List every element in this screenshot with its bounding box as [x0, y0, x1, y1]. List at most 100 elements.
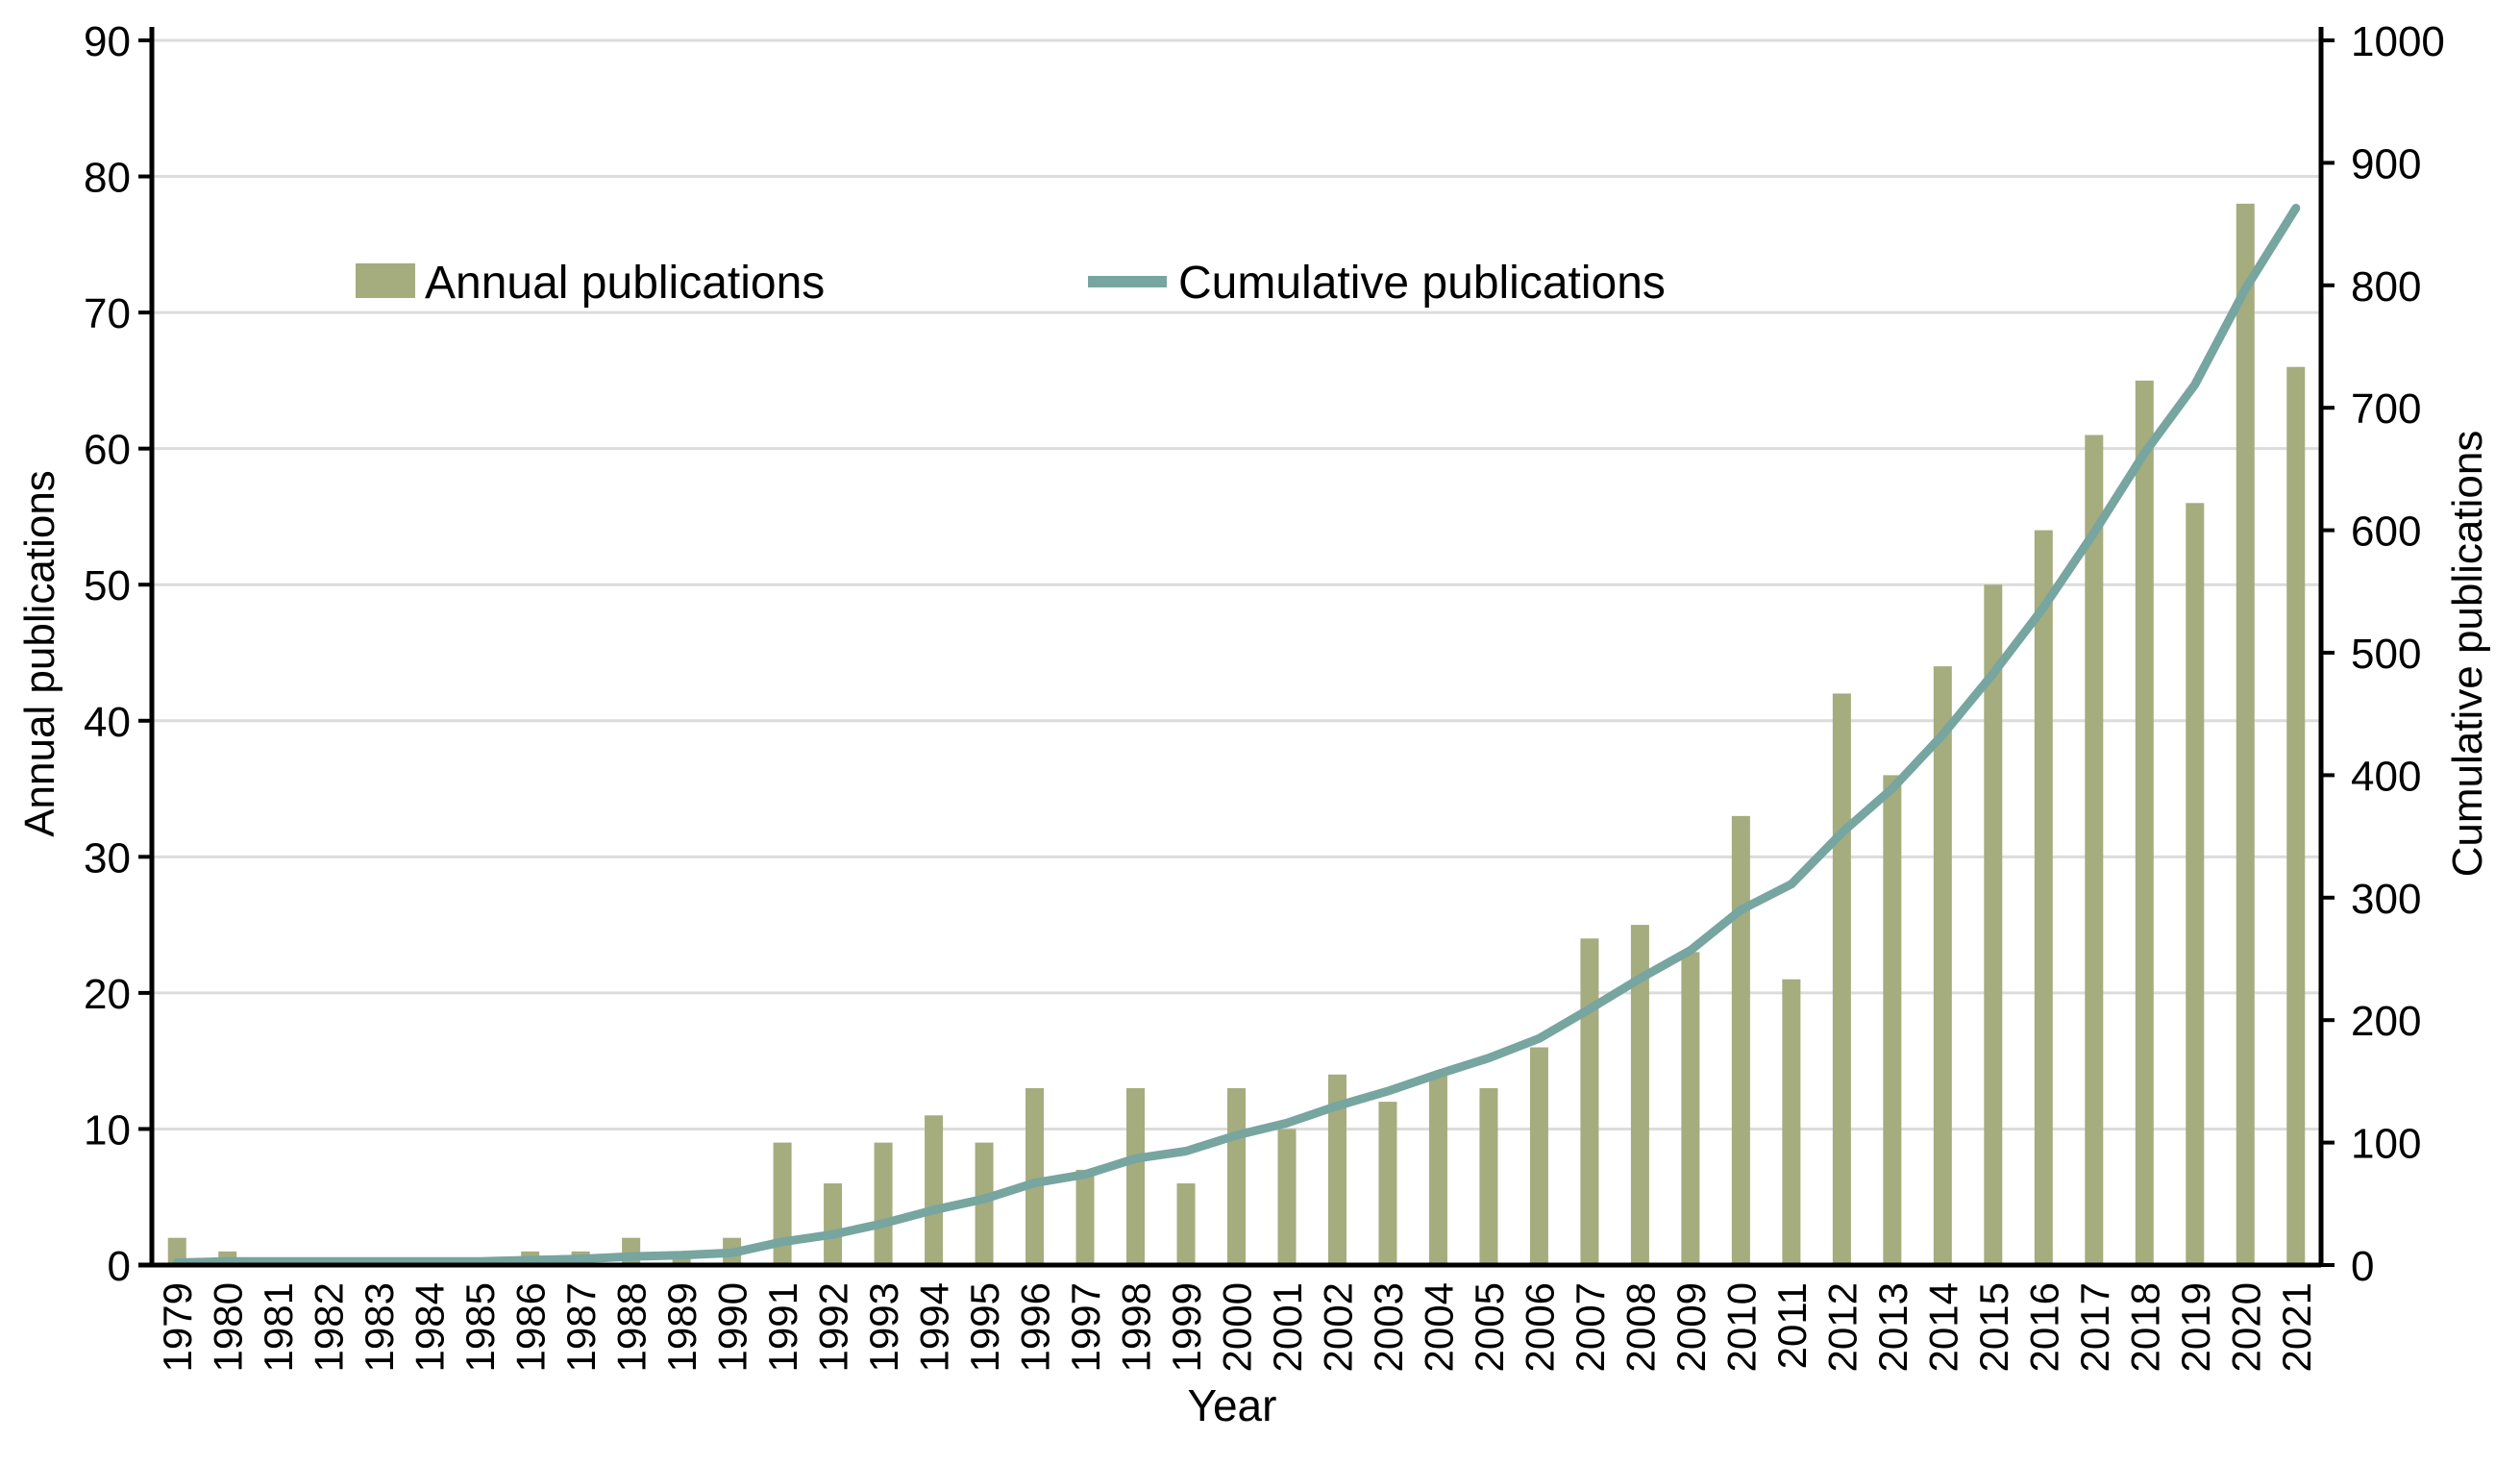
bar-2004 — [1428, 1074, 1447, 1265]
x-tick-label-2006: 2006 — [1517, 1282, 1562, 1372]
cumulative-publications-line — [172, 204, 2301, 1267]
x-tick-label-2019: 2019 — [2173, 1282, 2218, 1372]
bar-2003 — [1378, 1102, 1397, 1265]
bar-1995 — [975, 1142, 994, 1265]
left-tick-label-80: 80 — [84, 155, 131, 202]
x-tick-label-2016: 2016 — [2021, 1282, 2066, 1372]
bar-1999 — [1176, 1183, 1196, 1265]
right-axis-title: Cumulative publications — [2444, 431, 2491, 878]
right-tick-label-500: 500 — [2351, 631, 2421, 678]
x-tick-label-1992: 1992 — [811, 1282, 856, 1372]
x-axis-title: Year — [1188, 1380, 1277, 1430]
x-tick-label-2015: 2015 — [1971, 1282, 2016, 1372]
x-tick-label-2012: 2012 — [1819, 1282, 1865, 1372]
x-tick-label-1981: 1981 — [256, 1282, 301, 1372]
left-tick-label-70: 70 — [84, 290, 131, 337]
bar-2002 — [1327, 1074, 1346, 1265]
bar-2012 — [1832, 693, 1851, 1265]
bar-2001 — [1277, 1129, 1297, 1265]
right-tick-label-1000: 1000 — [2351, 18, 2445, 65]
x-tick-label-1988: 1988 — [609, 1282, 655, 1372]
bar-2007 — [1580, 938, 1599, 1265]
left-tick-label-50: 50 — [84, 562, 131, 609]
bar-2013 — [1883, 775, 1902, 1265]
bar-2020 — [2236, 203, 2255, 1265]
right-tick-label-400: 400 — [2351, 753, 2421, 800]
x-tick-label-1983: 1983 — [357, 1282, 402, 1372]
x-tick-label-2017: 2017 — [2072, 1282, 2117, 1372]
x-tick-label-2011: 2011 — [1769, 1282, 1815, 1369]
left-tick-label-30: 30 — [84, 834, 131, 881]
bar-2018 — [2135, 380, 2154, 1265]
right-tick-label-700: 700 — [2351, 385, 2421, 433]
x-tick-label-2001: 2001 — [1265, 1282, 1310, 1372]
right-tick-label-600: 600 — [2351, 509, 2421, 556]
x-tick-label-1982: 1982 — [307, 1282, 352, 1372]
left-axis-title: Annual publications — [16, 470, 63, 837]
bar-2016 — [2034, 530, 2053, 1265]
bar-1992 — [824, 1183, 843, 1265]
bar-2005 — [1479, 1087, 1498, 1265]
bar-2008 — [1630, 925, 1649, 1265]
left-tick-label-10: 10 — [84, 1106, 131, 1154]
x-tick-label-2000: 2000 — [1215, 1282, 1260, 1372]
bar-2019 — [2186, 503, 2205, 1265]
axes-layer — [138, 27, 2335, 1268]
bar-2000 — [1227, 1087, 1246, 1265]
x-tick-label-1995: 1995 — [962, 1282, 1007, 1372]
bar-2006 — [1529, 1047, 1548, 1265]
left-tick-label-40: 40 — [84, 699, 131, 746]
x-tick-label-1998: 1998 — [1114, 1282, 1159, 1372]
left-tick-label-90: 90 — [84, 18, 131, 65]
bar-2017 — [2085, 435, 2104, 1265]
x-tick-label-1997: 1997 — [1063, 1282, 1108, 1372]
bar-1994 — [925, 1115, 944, 1265]
right-tick-label-100: 100 — [2351, 1121, 2421, 1168]
bar-2011 — [1782, 979, 1801, 1265]
cumulative-line-layer — [172, 204, 2301, 1267]
right-tick-label-800: 800 — [2351, 263, 2421, 310]
x-tick-label-2018: 2018 — [2122, 1282, 2167, 1372]
right-tick-label-0: 0 — [2351, 1243, 2374, 1290]
x-tick-label-1984: 1984 — [408, 1282, 453, 1372]
right-tick-label-900: 900 — [2351, 140, 2421, 187]
x-tick-label-2020: 2020 — [2223, 1282, 2268, 1372]
bar-1991 — [773, 1142, 792, 1265]
x-tick-label-2007: 2007 — [1568, 1282, 1613, 1372]
x-tick-label-2005: 2005 — [1467, 1282, 1512, 1372]
left-tick-label-20: 20 — [84, 971, 131, 1018]
gridlines-layer — [152, 38, 2321, 1130]
x-tick-label-2002: 2002 — [1315, 1282, 1360, 1372]
x-tick-label-2003: 2003 — [1366, 1282, 1411, 1372]
x-tick-label-1996: 1996 — [1013, 1282, 1058, 1372]
bar-1997 — [1075, 1169, 1095, 1265]
bars-layer — [167, 203, 2306, 1265]
x-tick-label-1980: 1980 — [206, 1282, 251, 1372]
annual-legend-label: Annual publications — [425, 258, 825, 309]
x-tick-label-1985: 1985 — [457, 1282, 503, 1372]
x-tick-label-2014: 2014 — [1920, 1282, 1965, 1372]
x-tick-label-2021: 2021 — [2274, 1282, 2319, 1372]
x-tick-label-1987: 1987 — [558, 1282, 604, 1372]
bar-2014 — [1933, 666, 1952, 1265]
x-tick-label-1986: 1986 — [508, 1282, 554, 1372]
left-tick-label-0: 0 — [108, 1243, 131, 1290]
tick-labels-layer: 0102030405060708090010020030040050060070… — [84, 18, 2445, 1372]
x-tick-label-2010: 2010 — [1718, 1282, 1764, 1372]
x-tick-label-2009: 2009 — [1668, 1282, 1714, 1372]
x-tick-label-1989: 1989 — [659, 1282, 704, 1372]
bar-1996 — [1025, 1087, 1045, 1265]
bar-2015 — [1984, 584, 2003, 1265]
bar-2009 — [1681, 952, 1700, 1265]
bar-2021 — [2286, 366, 2306, 1265]
annual-legend-swatch-icon — [356, 263, 415, 298]
x-tick-label-1999: 1999 — [1164, 1282, 1209, 1372]
left-tick-label-60: 60 — [84, 427, 131, 474]
right-tick-label-300: 300 — [2351, 876, 2421, 923]
x-tick-label-2013: 2013 — [1870, 1282, 1915, 1372]
x-tick-label-1993: 1993 — [861, 1282, 906, 1372]
cumulative-legend-label: Cumulative publications — [1178, 258, 1666, 309]
right-tick-label-200: 200 — [2351, 998, 2421, 1045]
